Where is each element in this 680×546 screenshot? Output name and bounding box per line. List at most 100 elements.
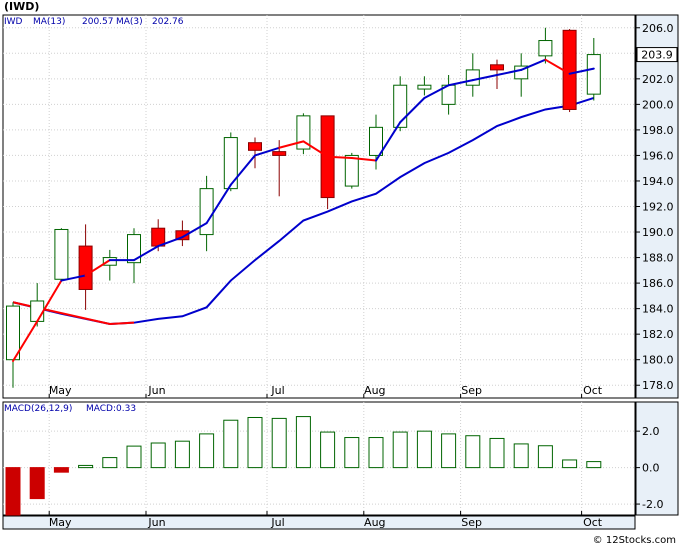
price-y-tick-label: 186.0 xyxy=(642,277,674,290)
bottom-x-tick-label: Jul xyxy=(270,516,284,529)
macd-y-axis: -2.0 0.0 2.0 xyxy=(635,425,663,511)
ma13-series-segment xyxy=(544,58,571,75)
price-x-axis: May Jun Jul Aug Sep Oct xyxy=(48,384,603,398)
ma13-series-segment xyxy=(399,96,426,124)
ma13-series-segment xyxy=(181,222,208,239)
candle-body xyxy=(465,69,480,86)
macd-bar xyxy=(489,437,505,469)
candle-body xyxy=(127,234,141,264)
ma13-series-segment xyxy=(423,84,450,99)
candle-body xyxy=(175,230,190,241)
ma13-series-segment xyxy=(60,274,87,282)
price-x-tick-label: Jun xyxy=(147,384,165,397)
candle-body xyxy=(562,29,577,110)
bottom-x-tick-label: May xyxy=(49,516,72,529)
macd-bar xyxy=(344,437,360,469)
macd-legend-label: MACD(26,12,9) xyxy=(4,404,72,414)
ma13-series-segment xyxy=(520,58,547,71)
candle-body xyxy=(199,188,214,236)
ma13-series-segment xyxy=(471,74,498,82)
price-y-tick-label: 194.0 xyxy=(642,175,674,188)
macd-bar xyxy=(513,443,529,469)
price-x-tick-label: Jul xyxy=(270,384,284,397)
macd-bar xyxy=(392,431,408,469)
candle-body xyxy=(102,257,117,266)
price-x-tick-label: Sep xyxy=(461,384,482,397)
macd-bar xyxy=(320,431,336,469)
macd-bar xyxy=(295,416,311,469)
ma13-series-segment xyxy=(496,68,523,77)
ma13-series-segment xyxy=(84,259,111,277)
bottom-x-axis: May Jun Jul Aug Sep Oct xyxy=(49,516,603,529)
ma13-line xyxy=(12,58,595,362)
macd-bar xyxy=(562,459,578,469)
ma3-series-line xyxy=(12,97,595,325)
price-y-tick-label: 200.0 xyxy=(642,98,674,111)
macd-x-axis xyxy=(48,511,583,515)
macd-bar xyxy=(247,416,263,469)
ma3-legend-label: MA(3) xyxy=(116,17,143,27)
ma13-series-segment xyxy=(350,156,377,162)
macd-bar xyxy=(150,442,166,469)
bottom-axis-strip xyxy=(2,515,636,530)
ma13-series-segment xyxy=(133,245,160,262)
macd-bar xyxy=(102,457,118,469)
price-y-tick-label: 188.0 xyxy=(642,252,674,265)
price-y-tick-label: 178.0 xyxy=(642,379,674,392)
macd-bar xyxy=(78,464,94,469)
ma13-series-segment xyxy=(205,183,232,225)
candle-body xyxy=(248,142,262,151)
ma13-series-segment xyxy=(254,146,281,157)
ma13-series-segment xyxy=(375,121,402,162)
macd-bar xyxy=(5,467,21,516)
macd-bar xyxy=(368,437,384,469)
candle-body xyxy=(344,154,359,187)
price-x-tick-label: Aug xyxy=(364,384,385,397)
ma13-series-segment xyxy=(447,79,474,87)
candle-body xyxy=(223,137,238,190)
price-y-tick-label: 196.0 xyxy=(642,149,674,162)
bottom-x-tick-label: Aug xyxy=(364,516,385,529)
candle-body xyxy=(490,64,504,71)
macd-bar xyxy=(126,445,142,469)
macd-bar xyxy=(53,467,69,473)
price-y-tick-label: 202.0 xyxy=(642,73,674,86)
macd-bar xyxy=(29,467,45,500)
price-axis-panel xyxy=(635,14,679,399)
ma13-series-segment xyxy=(229,154,256,186)
macd-axis-panel xyxy=(635,401,679,516)
macd-bar xyxy=(465,435,481,469)
macd-bar xyxy=(586,461,602,469)
ma13-legend-label: MA(13) xyxy=(33,17,65,27)
bottom-x-tick-label: Oct xyxy=(583,516,603,529)
macd-bar xyxy=(199,433,215,469)
candle-body xyxy=(417,84,432,90)
ma13-legend-value: 200.57 xyxy=(82,17,114,27)
ma13-series-segment xyxy=(12,320,39,362)
ma13-series-segment xyxy=(326,155,353,159)
candle-body xyxy=(78,245,93,290)
candle-body xyxy=(393,84,408,128)
price-y-tick-label: 180.0 xyxy=(642,354,674,367)
price-y-tick-label: 182.0 xyxy=(642,328,674,341)
price-x-tick-label: Oct xyxy=(583,384,603,397)
macd-y-tick-label: 2.0 xyxy=(642,425,660,438)
macd-bar xyxy=(271,417,287,469)
macd-bar xyxy=(174,440,190,469)
credit-text: © 12Stocks.com xyxy=(593,535,676,546)
bottom-x-tick-label: Jun xyxy=(147,516,165,529)
price-y-tick-label: 198.0 xyxy=(642,124,674,137)
price-y-axis: 178.0 180.0 182.0 184.0 186.0 188.0 190.0 192.0… xyxy=(635,22,674,392)
candle-body xyxy=(586,54,601,95)
macd-y-tick-label: -2.0 xyxy=(642,498,663,511)
macd-bar xyxy=(537,445,553,469)
ma13-series-segment xyxy=(302,140,329,158)
candle-body xyxy=(538,40,553,57)
price-x-tick-label: May xyxy=(49,384,72,397)
price-y-tick-label: 192.0 xyxy=(642,201,674,214)
macd-legend-value: MACD:0.33 xyxy=(86,404,136,414)
price-y-tick-label: 206.0 xyxy=(642,22,674,35)
candle-body xyxy=(54,228,69,280)
ma13-series-segment xyxy=(157,236,184,248)
